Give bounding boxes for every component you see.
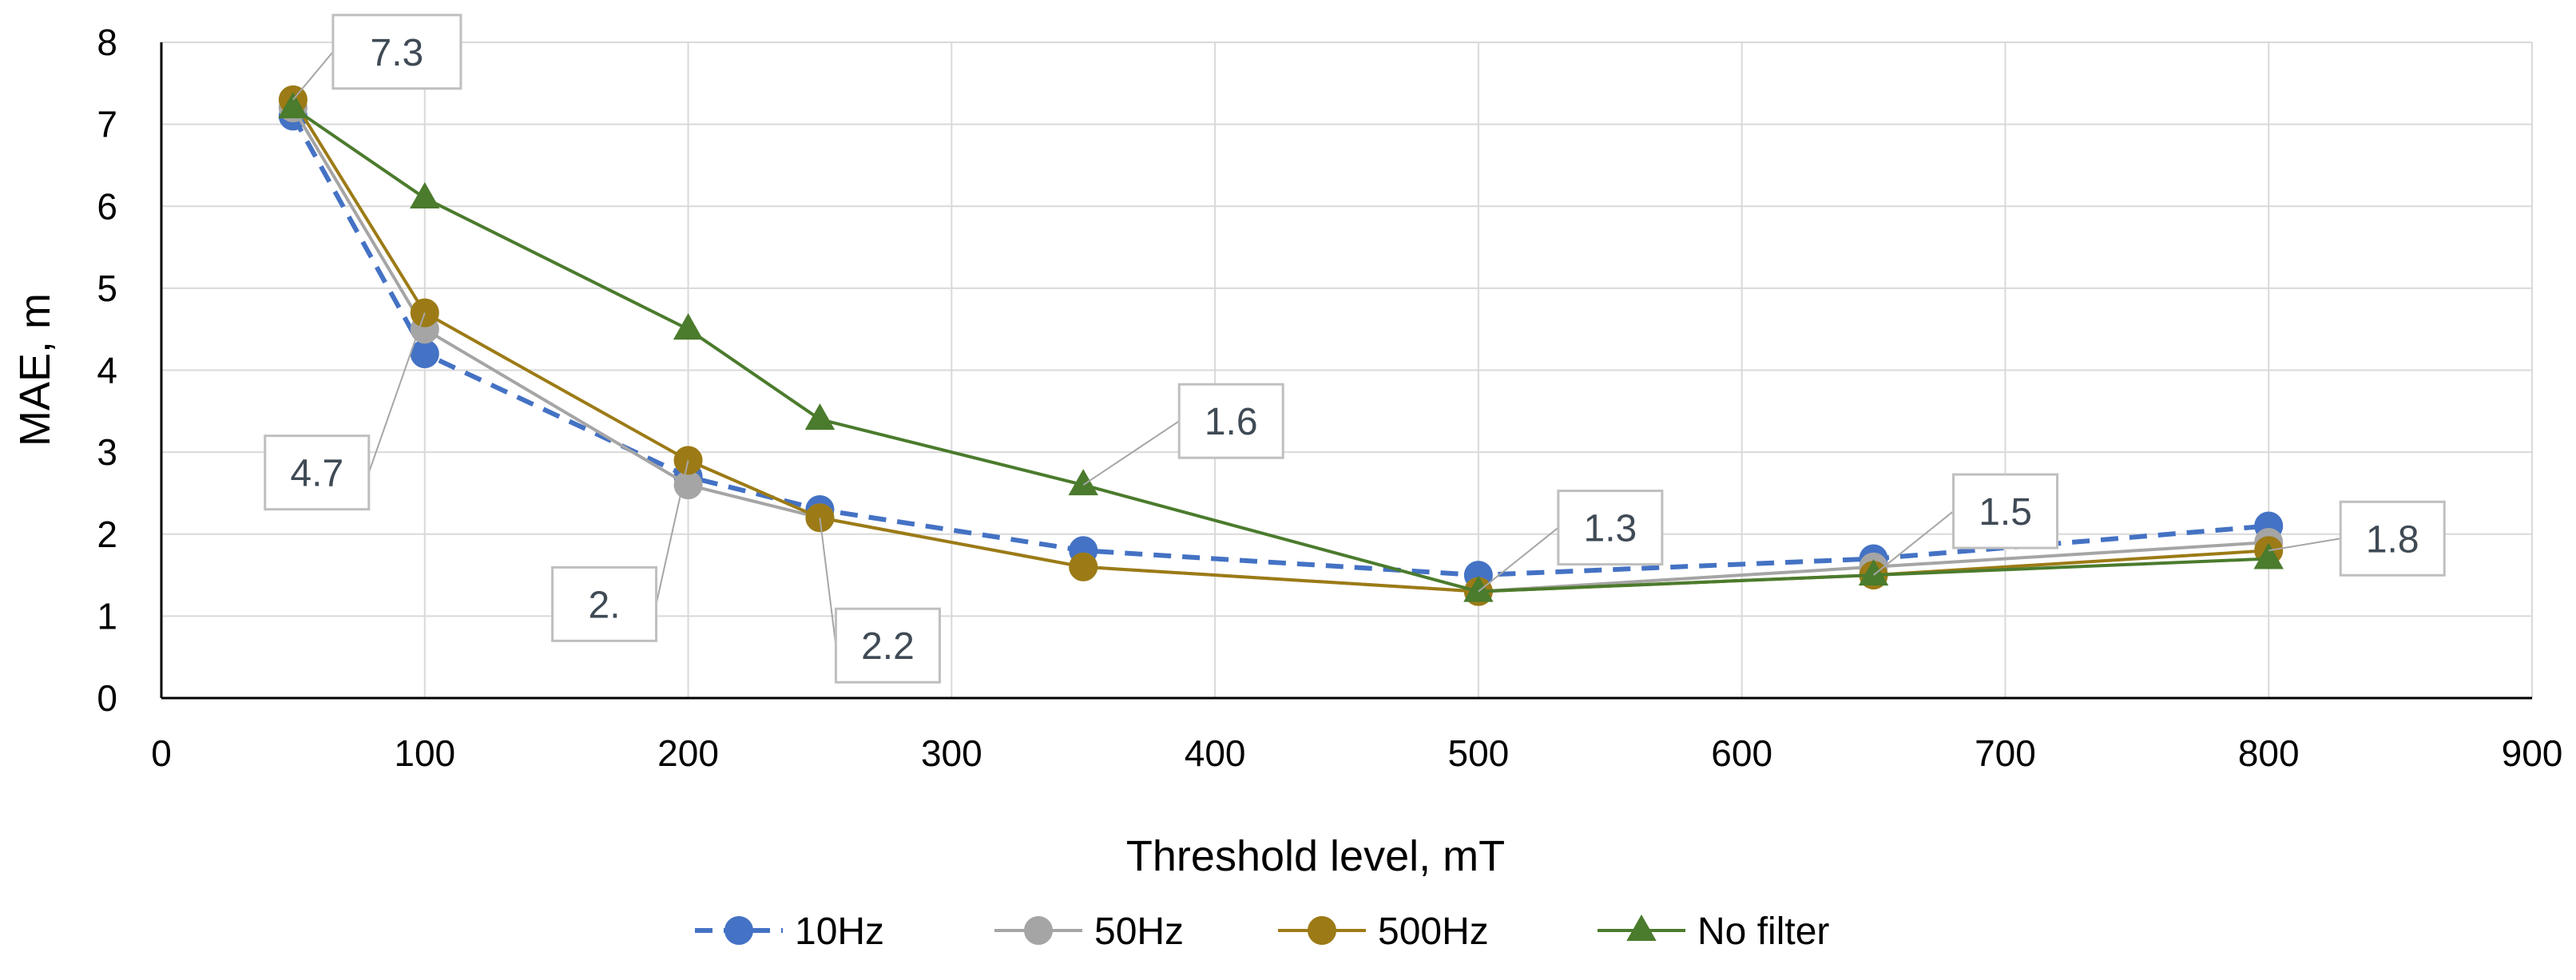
callout-box	[331, 14, 462, 90]
callout-label: 1.5	[1979, 491, 2032, 534]
data-point	[804, 403, 836, 430]
callout-box	[834, 607, 941, 684]
legend-item: 10Hz	[695, 911, 884, 953]
callout: 4.7	[264, 312, 426, 511]
callout-leader	[1478, 526, 1559, 593]
y-tick-label: 2	[97, 514, 117, 555]
callout: 2.2	[819, 518, 941, 684]
legend-marker	[1024, 916, 1053, 945]
legend: 10Hz 50Hz 500Hz No filter	[695, 911, 1829, 953]
x-tick-label: 900	[2502, 732, 2563, 774]
callout-label: 4.7	[290, 453, 343, 495]
x-tick-label: 200	[657, 732, 719, 774]
callout-label: 1.8	[2366, 518, 2419, 561]
callout-box	[1557, 490, 1664, 566]
callout-leader	[2268, 538, 2341, 552]
callout-box	[1177, 383, 1284, 459]
callout-leader	[367, 312, 426, 473]
x-tick-label: 100	[394, 732, 455, 774]
callout: 2.	[551, 460, 689, 642]
data-callouts: 7.3 4.7 2. 2.2 1.6 1.3 1.5 1.8	[264, 14, 2446, 684]
y-tick-label: 3	[97, 431, 117, 473]
legend-marker	[1308, 916, 1336, 945]
callout-label: 1.3	[1584, 508, 1637, 550]
callout-box	[264, 434, 371, 511]
y-tick-label: 6	[97, 185, 117, 227]
data-point	[1068, 469, 1098, 496]
legend-label: 10Hz	[795, 911, 884, 953]
legend-marker	[724, 916, 753, 945]
callout-leader	[655, 460, 689, 605]
callout-box	[551, 565, 658, 642]
callout-label: 2.2	[861, 625, 915, 668]
y-tick-label: 0	[97, 677, 117, 719]
callout-leader	[292, 51, 334, 101]
x-tick-label: 300	[921, 732, 982, 774]
series-line	[291, 114, 2269, 578]
callout-box	[1952, 473, 2059, 550]
x-tick-label: 0	[151, 732, 172, 774]
callout-label: 7.3	[371, 32, 424, 74]
data-point	[673, 313, 704, 340]
callout: 1.8	[2268, 500, 2446, 577]
series-no-filter	[278, 92, 2284, 602]
legend-item: No filter	[1598, 911, 1829, 953]
data-point	[673, 470, 703, 500]
callout: 7.3	[292, 14, 462, 101]
y-tick-label: 8	[97, 22, 117, 63]
y-axis-title: MAE, m	[11, 293, 59, 446]
x-tick-label: 400	[1185, 732, 1246, 774]
legend-item: 500Hz	[1278, 911, 1489, 953]
callout: 1.6	[1082, 383, 1284, 486]
callout-label: 1.6	[1205, 401, 1258, 443]
y-tick-label: 4	[97, 350, 117, 391]
data-point	[1858, 559, 1889, 586]
callout-leader	[1872, 510, 1955, 576]
axes	[160, 42, 2532, 700]
callout-label: 2.	[589, 584, 621, 626]
legend-marker	[1626, 914, 1657, 941]
x-tick-label: 600	[1711, 732, 1772, 774]
x-tick-label: 700	[1975, 732, 2036, 774]
legend-label: No filter	[1697, 911, 1829, 953]
y-tick-label: 7	[97, 104, 117, 145]
data-point	[1069, 552, 1098, 581]
callout-leader	[1082, 420, 1180, 486]
legend-label: 50Hz	[1094, 911, 1184, 953]
tick-labels: 0 1 2 3 4 5 6 7 8 0 100 200 300 400 500 600 700 800 900	[97, 22, 2562, 774]
x-tick-label: 800	[2238, 732, 2300, 774]
legend-label: 500Hz	[1378, 911, 1489, 953]
x-tick-label: 500	[1448, 732, 1510, 774]
series-line	[292, 106, 2269, 593]
x-axis-title: Threshold level, mT	[1126, 832, 1505, 880]
callout: 1.3	[1478, 490, 1664, 593]
y-tick-label: 1	[97, 595, 117, 637]
gridlines	[161, 42, 2533, 699]
data-point	[2253, 542, 2284, 569]
data-point	[1463, 575, 1494, 602]
callout: 1.5	[1872, 473, 2059, 576]
y-tick-label: 5	[97, 268, 117, 309]
legend-item: 50Hz	[994, 911, 1184, 953]
callout-box	[2339, 500, 2446, 577]
callout-leader	[819, 518, 837, 646]
data-point	[278, 92, 308, 119]
data-point	[410, 339, 439, 368]
data-point	[410, 181, 440, 208]
